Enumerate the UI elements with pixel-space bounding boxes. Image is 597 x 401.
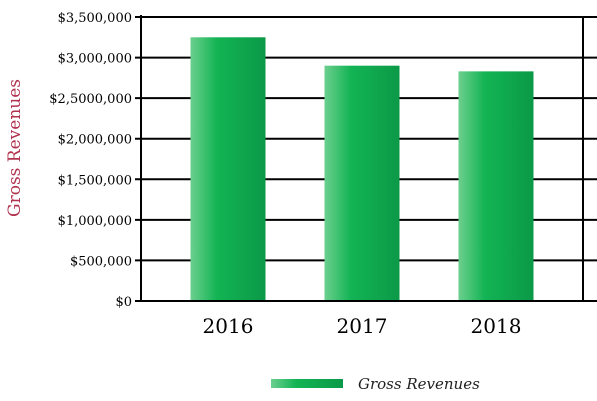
bars [190,37,534,302]
bar-2018 [458,71,534,301]
y-tick-label: $2,000,000 [58,133,132,148]
y-tick-label: $1,500,000 [58,173,132,188]
y-tick-labels: $0 $500,000 $1,000,000 $1,500,000 $2,000,000… [49,11,132,310]
x-tick-labels: 2016 2017 2018 [203,314,522,338]
bar-2016 [190,37,266,302]
legend-swatch [271,379,343,388]
x-tick-label: 2018 [471,314,522,338]
legend-label: Gross Revenues [358,375,480,393]
axes [140,15,597,302]
y-tick-label: $2,5000,000 [49,92,132,107]
y-axis-label: Gross Revenues [5,79,25,217]
y-tick-label: $0 [115,295,132,310]
y-tick-label: $1,000,000 [58,214,132,229]
x-tick-label: 2017 [337,314,388,338]
legend: Gross Revenues [271,375,480,393]
x-tick-label: 2016 [203,314,254,338]
y-tick-label: $500,000 [70,254,132,269]
y-tick-label: $3,000,000 [58,52,132,67]
y-tick-label: $3,500,000 [58,11,132,26]
bar-2017 [324,65,400,301]
